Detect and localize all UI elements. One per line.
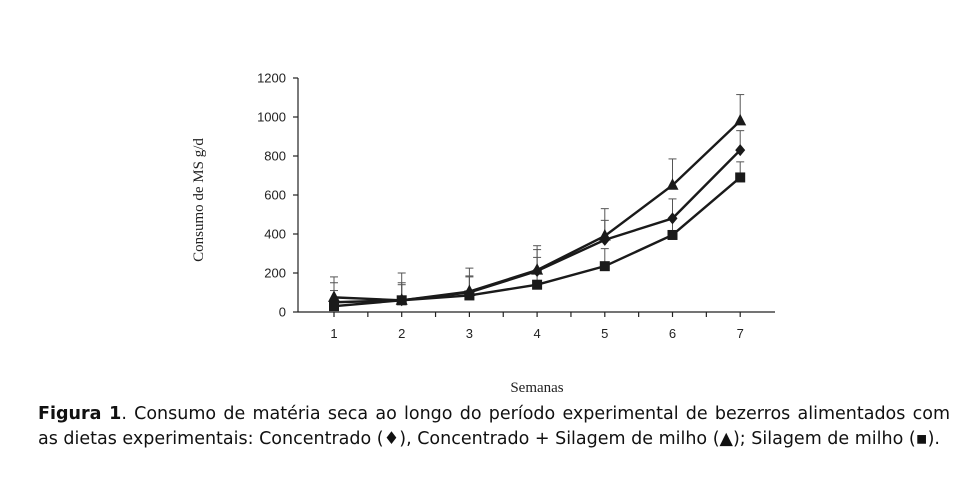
axes: 0 200 400 600 800 1000 1200 1 2 3 4 5 6 7 bbox=[257, 71, 775, 341]
x-tick-label: 3 bbox=[466, 326, 473, 341]
x-tick-label: 7 bbox=[737, 326, 744, 341]
data-point-triangle bbox=[666, 178, 679, 190]
data-point-diamond bbox=[667, 212, 678, 225]
x-axis-label: Semanas bbox=[510, 380, 563, 396]
caption-label: Figura 1 bbox=[38, 404, 122, 424]
x-tick-label: 5 bbox=[601, 326, 608, 341]
data-point-triangle bbox=[734, 113, 747, 126]
caption-text: . Consumo de matéria seca ao longo do pe… bbox=[38, 404, 950, 449]
y-tick-label: 1200 bbox=[257, 71, 286, 86]
y-axis-label: Consumo de MS g/d bbox=[191, 138, 207, 262]
y-tick-label: 1000 bbox=[257, 110, 286, 125]
data-point-square bbox=[735, 172, 746, 183]
figure-caption: Figura 1. Consumo de matéria seca ao lon… bbox=[38, 402, 950, 452]
data-point-square bbox=[599, 261, 610, 272]
data-point-triangle bbox=[328, 290, 340, 302]
data-point-triangle bbox=[531, 263, 544, 275]
data-point-triangle bbox=[598, 228, 611, 241]
x-tick-label: 4 bbox=[533, 326, 540, 341]
y-tick-label: 400 bbox=[264, 227, 286, 242]
y-tick-label: 0 bbox=[279, 305, 286, 320]
data-point-square bbox=[396, 295, 407, 306]
y-tick-label: 600 bbox=[264, 188, 286, 203]
data-point-square bbox=[464, 290, 475, 301]
chart: 0 200 400 600 800 1000 1200 1 2 3 4 5 6 7 Consumo de … bbox=[191, 71, 775, 396]
data-point-diamond bbox=[735, 144, 746, 157]
x-tick-label: 6 bbox=[669, 326, 676, 341]
data-point-square bbox=[329, 301, 339, 312]
y-tick-label: 800 bbox=[264, 149, 286, 164]
data-point-square bbox=[667, 229, 678, 240]
data-point-square bbox=[532, 279, 543, 290]
x-tick-label: 2 bbox=[398, 326, 405, 341]
y-tick-label: 200 bbox=[264, 266, 286, 281]
x-tick-label: 1 bbox=[330, 326, 337, 341]
series-markers bbox=[328, 113, 747, 312]
